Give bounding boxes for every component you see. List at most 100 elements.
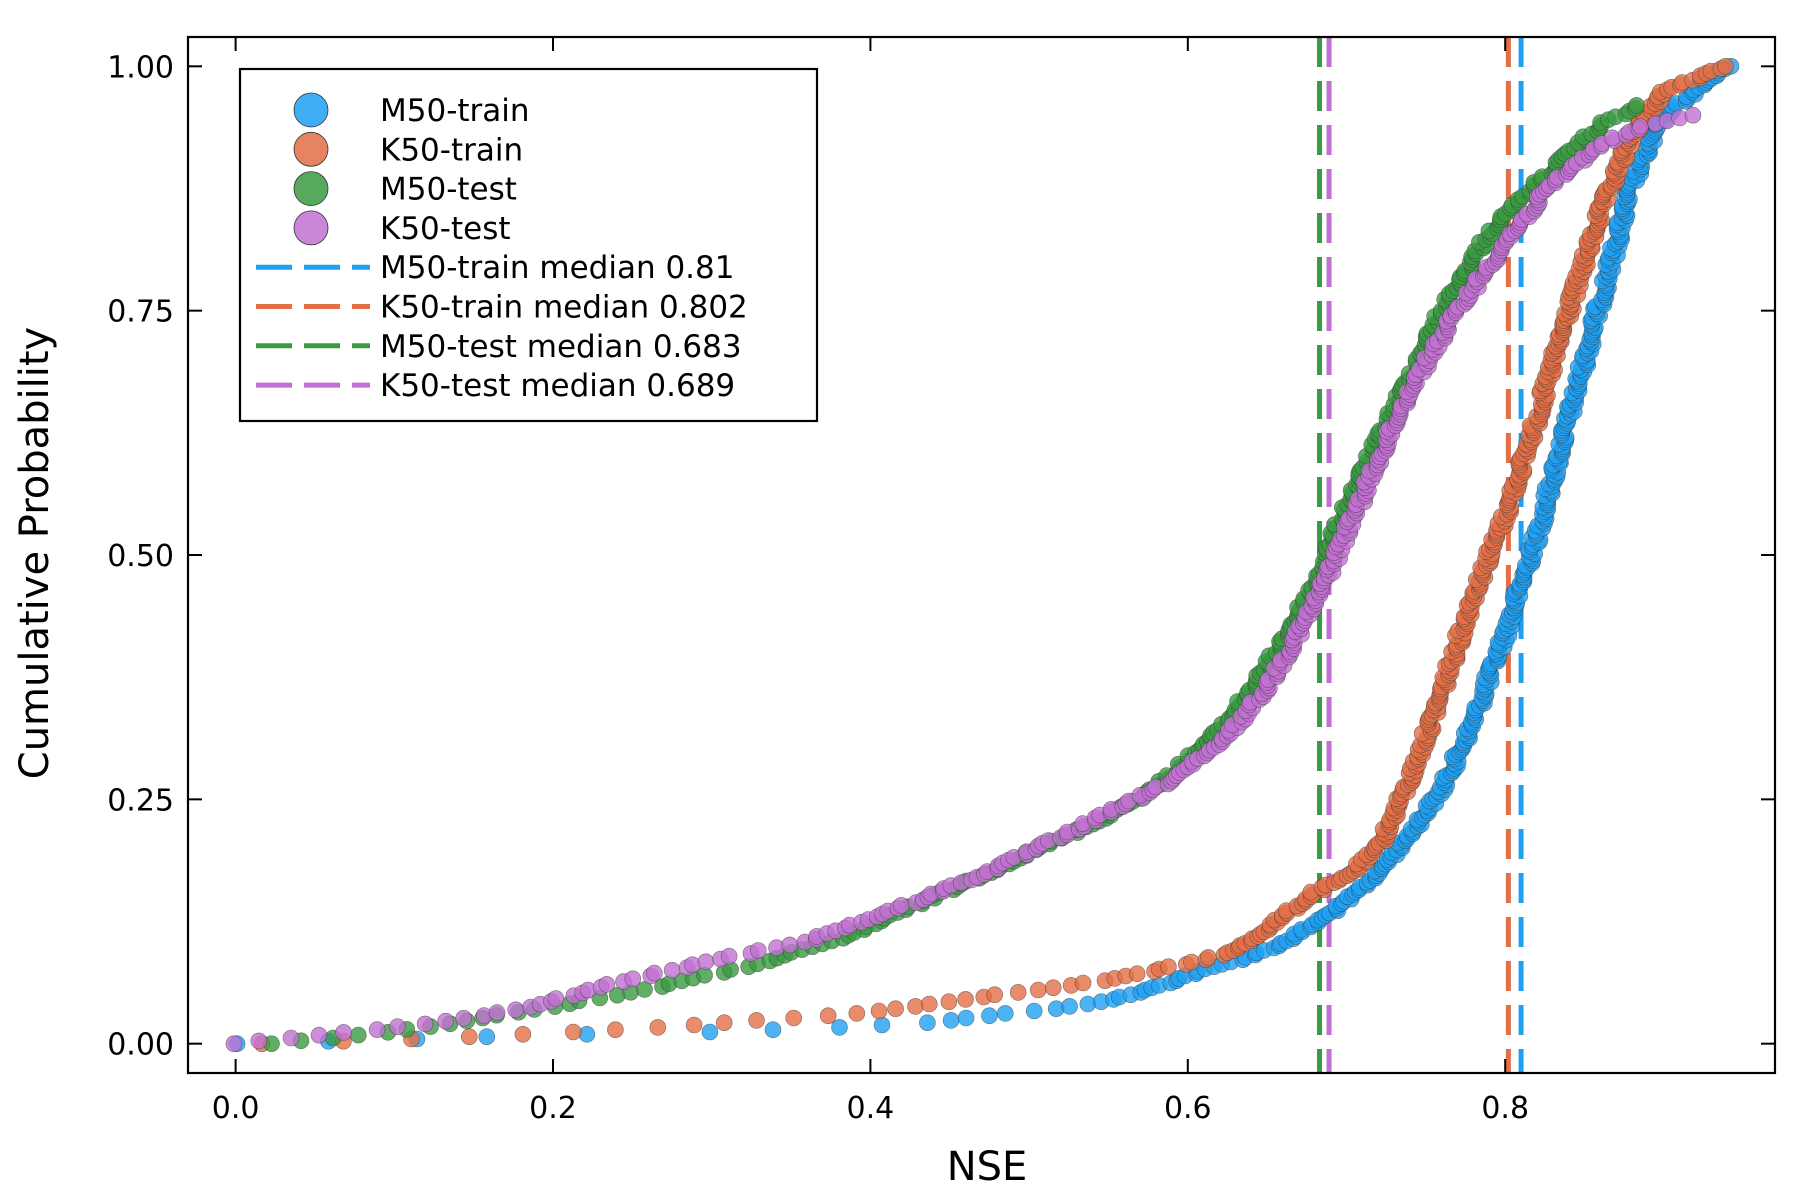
point-k50-test xyxy=(507,1001,525,1019)
legend-label: K50-test xyxy=(380,211,511,247)
y-tick-label: 0.00 xyxy=(107,1028,174,1063)
point-m50-train xyxy=(701,1023,719,1041)
point-k50-train xyxy=(564,1023,582,1041)
point-k50-test xyxy=(624,970,642,988)
point-k50-test xyxy=(335,1024,352,1041)
legend-entry: K50-train xyxy=(293,131,523,168)
x-tick-label: 0.8 xyxy=(1481,1091,1529,1126)
point-m50-train xyxy=(981,1007,998,1025)
point-k50-test xyxy=(1603,129,1621,147)
median-lines xyxy=(1317,37,1524,1073)
point-k50-train xyxy=(1074,974,1092,992)
point-k50-train xyxy=(649,1019,667,1036)
point-k50-train xyxy=(748,1012,765,1029)
y-tick-label: 0.75 xyxy=(107,295,174,330)
point-k50-test xyxy=(416,1015,434,1033)
point-k50-test xyxy=(437,1012,455,1030)
point-k50-train xyxy=(1029,981,1047,999)
x-tick-label: 0.6 xyxy=(1164,1091,1212,1126)
x-tick-label: 0.0 xyxy=(212,1091,260,1126)
point-m50-train xyxy=(764,1021,782,1038)
point-m50-train xyxy=(957,1009,975,1027)
point-k50-test xyxy=(389,1018,406,1035)
legend-entry: K50-test xyxy=(293,210,511,247)
point-m50-train xyxy=(1061,998,1078,1015)
point-k50-test xyxy=(488,1004,506,1021)
point-k50-test xyxy=(1632,118,1649,135)
point-k50-test xyxy=(781,936,799,954)
legend-marker xyxy=(293,92,329,128)
point-k50-train xyxy=(1717,58,1734,75)
legend-label: M50-test xyxy=(380,172,517,208)
y-tick-label: 0.50 xyxy=(107,539,174,574)
y-axis-title: Cumulative Probability xyxy=(12,327,58,779)
point-m50-test xyxy=(1628,97,1645,114)
point-k50-train xyxy=(785,1009,803,1027)
legend-entry: K50-train median 0.802 xyxy=(256,290,748,326)
point-m50-train xyxy=(578,1026,596,1043)
scatter-points xyxy=(225,58,1740,1052)
point-k50-train xyxy=(1044,979,1062,997)
x-axis-title: NSE xyxy=(947,1144,1028,1190)
point-k50-test xyxy=(720,947,738,965)
point-k50-train xyxy=(986,986,1004,1004)
point-k50-train xyxy=(819,1007,837,1025)
point-m50-train xyxy=(1025,1002,1043,1020)
point-k50-test xyxy=(749,942,767,959)
point-m50-test xyxy=(636,981,653,998)
legend-marker xyxy=(293,171,329,207)
legend-entry: M50-train median 0.81 xyxy=(256,250,734,286)
legend-label: M50-train median 0.81 xyxy=(380,250,734,286)
point-k50-train xyxy=(887,1000,904,1018)
y-tick-label: 0.25 xyxy=(107,783,174,818)
series-k50-test xyxy=(225,106,1702,1052)
point-m50-train xyxy=(478,1028,496,1045)
x-tick-label: 0.2 xyxy=(529,1091,577,1126)
point-m50-train xyxy=(942,1012,960,1029)
point-k50-test xyxy=(697,953,715,971)
point-m50-train xyxy=(873,1016,891,1034)
legend-label: K50-train xyxy=(380,132,523,168)
legend-label: M50-train xyxy=(380,93,530,129)
point-k50-test xyxy=(547,990,565,1007)
legend-entry: M50-test xyxy=(293,171,517,208)
legend-marker xyxy=(293,210,329,246)
legend-box xyxy=(238,67,819,423)
x-tick-label: 0.4 xyxy=(847,1091,895,1126)
point-k50-train xyxy=(460,1028,478,1045)
series-m50-train xyxy=(228,58,1740,1052)
point-m50-train xyxy=(831,1019,848,1036)
point-k50-train xyxy=(607,1021,624,1038)
point-m50-train xyxy=(996,1005,1014,1022)
point-k50-test xyxy=(455,1009,473,1027)
legend-entry: K50-test median 0.689 xyxy=(256,368,735,404)
point-k50-train xyxy=(1009,984,1027,1001)
point-k50-train xyxy=(1183,953,1200,971)
point-k50-test xyxy=(892,897,910,914)
point-k50-train xyxy=(685,1016,703,1034)
point-k50-test xyxy=(598,976,616,993)
point-k50-train xyxy=(907,998,924,1015)
point-m50-train xyxy=(919,1014,936,1032)
point-k50-test xyxy=(250,1032,268,1050)
point-k50-test xyxy=(663,961,681,979)
legend-label: K50-train median 0.802 xyxy=(380,290,748,326)
point-k50-train xyxy=(848,1005,866,1022)
point-k50-test xyxy=(368,1021,386,1038)
legend-entry: M50-test median 0.683 xyxy=(256,329,742,365)
point-k50-test xyxy=(225,1035,243,1052)
point-k50-test xyxy=(310,1026,328,1044)
point-k50-train xyxy=(940,993,958,1011)
point-k50-train xyxy=(1199,949,1217,966)
series-k50-train xyxy=(253,58,1734,1052)
point-k50-train xyxy=(870,1002,888,1020)
point-k50-test xyxy=(1684,106,1702,124)
legend-entry: M50-train xyxy=(293,92,530,129)
point-m50-test xyxy=(349,1026,367,1044)
legend-label: M50-test median 0.683 xyxy=(380,329,742,365)
y-tick-label: 1.00 xyxy=(107,50,174,85)
legend-marker xyxy=(293,131,329,167)
point-k50-train xyxy=(514,1026,532,1043)
